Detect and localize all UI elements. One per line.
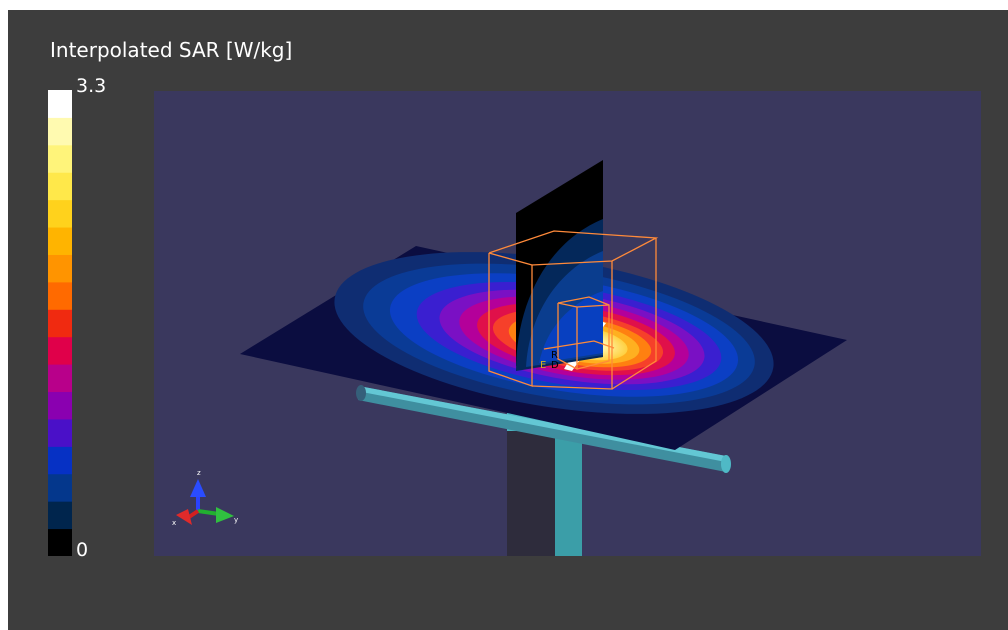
- marker-r: R: [551, 350, 558, 361]
- marker-d: D: [551, 360, 559, 371]
- support-rod-highlight: [362, 387, 726, 462]
- support-rod-start: [356, 385, 366, 401]
- marker-e: E: [540, 360, 546, 371]
- colorbar-swatch-6: [48, 364, 72, 393]
- colorbar-swatch-0: [48, 528, 72, 556]
- z-axis-arrow-icon: [190, 479, 206, 497]
- colorbar-swatch-11: [48, 227, 72, 255]
- colorbar-swatch-2: [48, 473, 72, 502]
- sar-scene[interactable]: R D E z y x: [154, 91, 981, 556]
- x-axis-label: x: [172, 519, 176, 527]
- y-axis-arrow-icon: [216, 507, 234, 523]
- colorbar-swatch-14: [48, 144, 72, 173]
- colorbar-swatch-8: [48, 309, 72, 338]
- colorbar-swatch-15: [48, 117, 72, 146]
- z-axis-label: z: [197, 469, 201, 477]
- vertical-contour-3: [539, 291, 603, 363]
- colorbar-swatch-13: [48, 172, 72, 201]
- x-axis-arrow-icon: [176, 509, 192, 525]
- colorbar-swatch-5: [48, 391, 72, 420]
- colorbar: [48, 90, 72, 556]
- colorbar-swatch-9: [48, 281, 72, 310]
- colorbar-swatch-1: [48, 501, 72, 530]
- colorbar-swatch-10: [48, 254, 72, 283]
- stand-post: [555, 426, 582, 556]
- colorbar-swatch-7: [48, 336, 72, 365]
- colorbar-swatch-3: [48, 446, 72, 475]
- stand-post-shadow: [507, 422, 555, 556]
- y-axis-label: y: [234, 516, 238, 524]
- axis-triad[interactable]: z y x: [172, 469, 238, 527]
- support-rod-end: [721, 455, 731, 473]
- colorbar-swatch-4: [48, 418, 72, 447]
- colorbar-swatch-16: [48, 90, 72, 118]
- device-outline: [488, 230, 659, 390]
- legend-max-label: 3.3: [76, 75, 107, 97]
- legend-min-label: 0: [76, 539, 89, 561]
- legend-title: Interpolated SAR [W/kg]: [50, 38, 293, 62]
- colorbar-swatch-12: [48, 199, 72, 228]
